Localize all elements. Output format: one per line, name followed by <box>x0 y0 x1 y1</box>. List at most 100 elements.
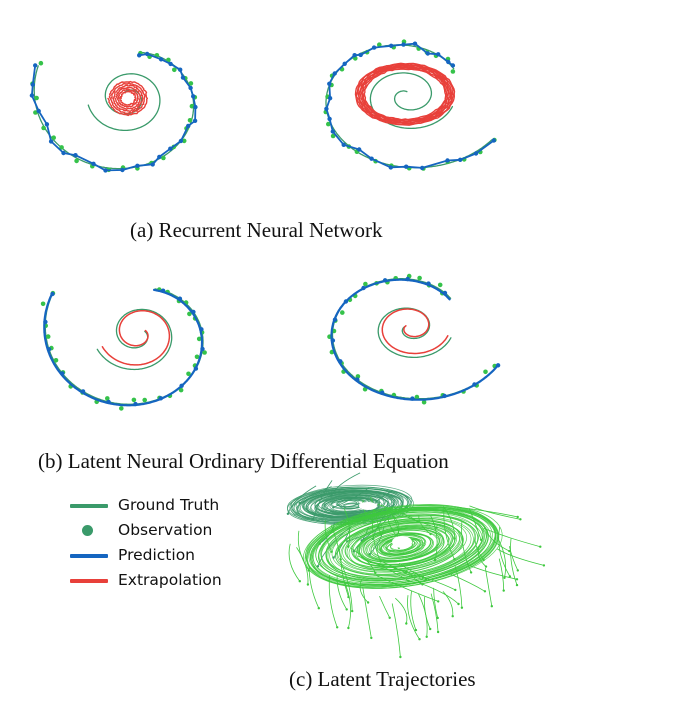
latent-trajectory-start <box>407 579 410 582</box>
latent-trajectory-tail <box>485 568 493 607</box>
prediction-line <box>30 53 197 172</box>
latent-trajectory-start <box>516 515 519 519</box>
latent-trajectory-start <box>336 626 339 629</box>
latent-trajectory-tail <box>395 597 408 624</box>
latent-trajectory-tail <box>343 508 351 547</box>
observation-point <box>131 397 137 403</box>
observation-point <box>483 369 488 375</box>
latent-trajectory-start <box>453 537 456 540</box>
prediction-point <box>341 142 346 147</box>
extrapolation-line <box>363 68 447 121</box>
latent-trajectory-start <box>542 564 546 567</box>
prediction-point <box>446 59 451 65</box>
latent-trajectory-start <box>515 583 519 587</box>
prediction-point <box>352 53 357 58</box>
observation-point <box>377 42 382 47</box>
extrapolation-line <box>358 64 452 124</box>
latent-trajectory-start <box>460 606 464 609</box>
latent-trajectory-tail <box>343 581 351 629</box>
latent-trajectories-plot <box>286 472 546 659</box>
prediction-point <box>29 93 35 98</box>
caption-a: (a) Recurrent Neural Network <box>130 218 383 242</box>
latent-trajectory-start <box>483 590 487 593</box>
latent-trajectory-tail <box>362 586 372 638</box>
prediction-line <box>43 288 204 407</box>
extrapolation-line <box>114 86 142 111</box>
prediction-point <box>405 276 410 282</box>
prediction-point <box>491 138 496 143</box>
latent-trajectory-tail <box>328 575 338 628</box>
prediction-point <box>103 168 108 173</box>
observation-point <box>38 60 44 66</box>
observation-point <box>194 354 200 360</box>
legend-label: Extrapolation <box>118 571 222 589</box>
latent-trajectory-start <box>484 565 488 568</box>
latent-trajectory-tail <box>424 596 431 630</box>
observation-point <box>172 67 177 73</box>
latent-trajectory-tail <box>418 514 431 535</box>
observation-point <box>421 399 427 405</box>
latent-trajectory-tail <box>430 515 438 561</box>
latent-trajectory-start <box>508 549 511 553</box>
prediction-point <box>369 156 374 161</box>
latent-trajectory <box>310 494 385 517</box>
extrapolation-line <box>119 90 137 106</box>
latent-trajectory <box>370 533 434 561</box>
observation-point <box>34 95 39 101</box>
latent-trajectory <box>326 516 474 580</box>
prediction-point <box>180 75 186 80</box>
latent-trajectory-tail <box>370 496 382 535</box>
legend-item-prediction: Prediction <box>62 544 252 569</box>
latent-trajectory-tail <box>497 548 544 566</box>
prediction-point <box>160 288 166 293</box>
observation-point <box>45 334 51 339</box>
observation-point <box>181 138 187 144</box>
latent-trajectory-start <box>395 534 399 537</box>
ode-spiral-left <box>40 287 207 411</box>
prediction-point <box>330 338 336 343</box>
latent-trajectory-start <box>482 558 485 562</box>
latent-trajectory-start <box>347 626 350 630</box>
observation-point <box>59 145 64 150</box>
latent-trajectory-start <box>425 635 428 638</box>
observation-point <box>40 301 46 307</box>
prediction-point <box>186 123 191 129</box>
extrapolation-line <box>354 62 456 126</box>
latent-trajectory-tail <box>375 567 427 581</box>
prediction-point <box>332 317 338 322</box>
prediction-point <box>388 165 393 170</box>
caption-c: (c) Latent Trajectories <box>289 667 476 691</box>
observation-point <box>74 158 79 164</box>
latent-trajectory-tail <box>454 566 463 608</box>
prediction-point <box>46 347 52 352</box>
latent-trajectory-start <box>316 565 320 568</box>
extrapolation-line <box>381 308 449 355</box>
observation-point <box>161 155 166 161</box>
prediction-point <box>358 52 363 58</box>
latent-trajectory-start <box>469 571 473 574</box>
latent-trajectory-start <box>429 627 432 631</box>
latent-trajectory-start <box>433 558 437 562</box>
observation-point <box>166 57 171 63</box>
latent-trajectory-tail <box>510 538 518 586</box>
observation-point <box>188 81 194 86</box>
observation-point <box>326 121 331 127</box>
latent-trajectory-start <box>312 518 315 521</box>
latent-trajectory <box>357 524 452 566</box>
latent-trajectory <box>315 507 488 582</box>
prediction-point <box>91 161 96 166</box>
prediction-point <box>442 393 447 399</box>
latent-trajectory-start <box>317 607 320 610</box>
observation-swatch <box>82 525 93 536</box>
latent-trajectory-start <box>374 571 377 574</box>
prediction-point <box>44 122 50 127</box>
latent-trajectory-start <box>351 609 354 613</box>
latent-trajectory-tail <box>369 561 407 573</box>
prediction-point <box>36 108 41 114</box>
legend-item-observation: Observation <box>62 519 252 544</box>
latent-trajectory <box>351 521 456 567</box>
latent-trajectory-start <box>421 576 425 579</box>
prediction-point <box>357 147 362 152</box>
prediction-point <box>382 278 388 283</box>
observation-point <box>450 69 456 74</box>
